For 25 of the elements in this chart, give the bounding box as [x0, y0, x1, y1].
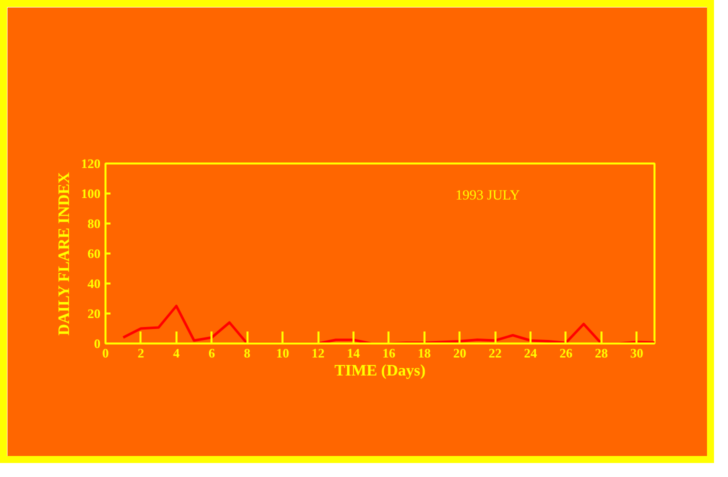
x-tick-label: 24	[524, 346, 538, 360]
y-tick-label: 0	[94, 336, 100, 351]
x-tick-label: 20	[453, 346, 466, 360]
y-tick-label: 40	[88, 276, 100, 291]
y-axis-title: DAILY FLARE INDEX	[56, 172, 73, 336]
x-tick-label: 14	[346, 346, 360, 360]
x-tick-label: 26	[559, 346, 573, 360]
y-tick-label: 20	[88, 306, 100, 321]
x-tick-label: 10	[276, 346, 290, 360]
y-tick-label: 60	[88, 246, 100, 261]
y-tick-label: 80	[88, 216, 100, 231]
x-tick-label: 16	[382, 346, 396, 360]
x-tick-label: 28	[594, 346, 608, 360]
x-tick-label: 8	[244, 346, 251, 360]
x-tick-label: 2	[138, 346, 144, 360]
x-tick-label: 22	[488, 346, 502, 360]
x-tick-label: 4	[173, 346, 180, 360]
x-tick-label: 12	[312, 346, 325, 360]
x-tick-label: 6	[208, 346, 216, 360]
x-tick-label: 18	[418, 346, 432, 360]
x-tick-label: 30	[630, 346, 644, 360]
annotation: 1993 JULY	[456, 188, 520, 204]
y-tick-label: 120	[81, 156, 100, 171]
x-axis-title: TIME (Days)	[334, 362, 426, 380]
y-tick-label: 100	[81, 186, 100, 201]
